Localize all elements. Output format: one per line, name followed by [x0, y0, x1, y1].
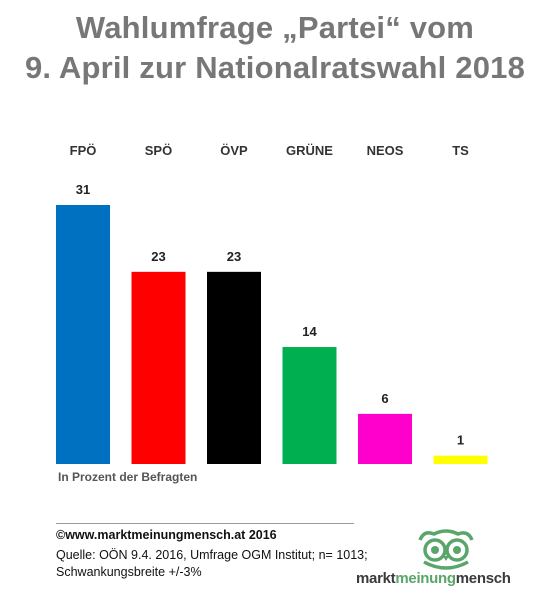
- chart-note: In Prozent der Befragten: [58, 470, 198, 484]
- value-label-ts: 1: [457, 433, 464, 448]
- bar-ts: [433, 455, 488, 464]
- value-label-grüne: 14: [302, 324, 317, 339]
- logo-word-markt: markt: [356, 570, 396, 587]
- value-label-spö: 23: [151, 249, 165, 264]
- title-line-2: 9. April zur Nationalratswahl 2018: [24, 50, 526, 85]
- category-label-fpö: FPÖ: [70, 143, 97, 158]
- bar-grüne: [282, 347, 337, 464]
- category-label-spö: SPÖ: [145, 143, 172, 158]
- owl-icon: [418, 529, 474, 570]
- category-label-ts: TS: [452, 143, 469, 158]
- bar-spö: [131, 271, 186, 464]
- chart-title: Wahlumfrage „Partei“ vom 9. April zur Na…: [0, 8, 550, 88]
- bar-fpö: [56, 205, 110, 464]
- brand-logo: marktmeinungmensch: [356, 528, 536, 590]
- source-text: Quelle: OÖN 9.4. 2016, Umfrage OGM Insti…: [56, 548, 368, 579]
- logo-word-meinung: meinung: [395, 570, 456, 587]
- logo-word-mensch: mensch: [455, 570, 511, 587]
- bar-övp: [207, 271, 261, 464]
- value-label-fpö: 31: [76, 182, 90, 197]
- category-label-övp: ÖVP: [220, 143, 248, 158]
- logo-wordmark: marktmeinungmensch: [356, 570, 538, 587]
- copyright-text: ©www.marktmeinungmensch.at 2016: [56, 528, 277, 542]
- value-label-neos: 6: [381, 391, 388, 406]
- bar-neos: [358, 413, 412, 464]
- title-line-1: Wahlumfrage „Partei“ vom: [75, 10, 475, 45]
- value-label-övp: 23: [227, 249, 241, 264]
- category-label-neos: NEOS: [367, 143, 404, 158]
- divider: [56, 523, 354, 524]
- category-label-grüne: GRÜNE: [286, 143, 333, 158]
